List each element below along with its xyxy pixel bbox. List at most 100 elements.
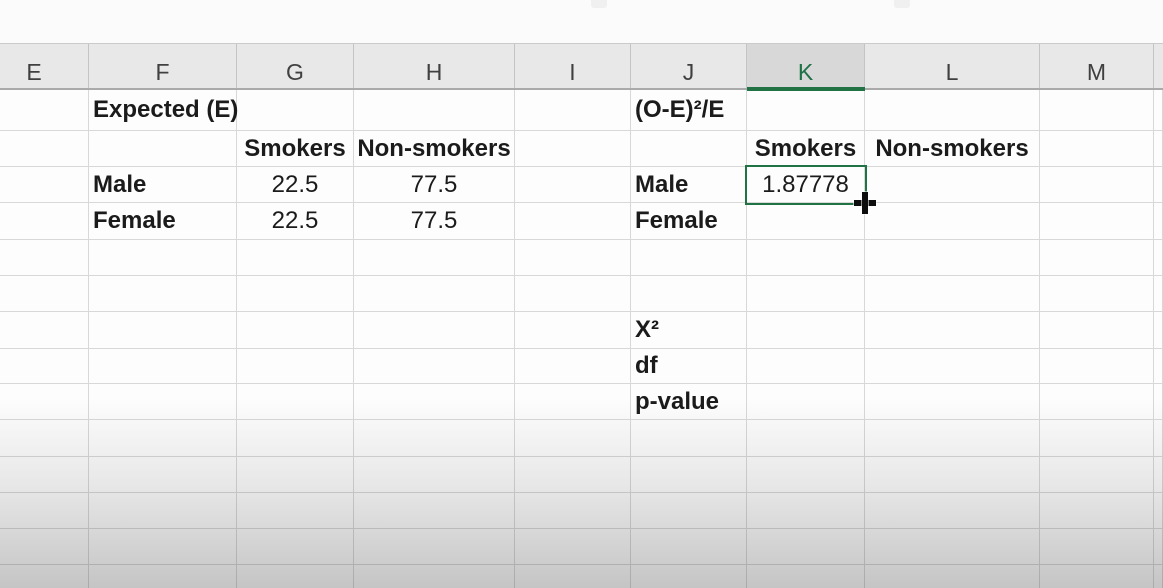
cell[interactable] (631, 529, 747, 565)
cell[interactable] (1154, 312, 1163, 349)
cell[interactable] (1154, 131, 1163, 167)
cell[interactable] (89, 384, 237, 420)
cell[interactable] (631, 276, 747, 312)
cell[interactable] (747, 240, 865, 276)
cell[interactable] (0, 240, 89, 276)
cell[interactable] (354, 90, 515, 131)
column-header-K[interactable]: K (747, 44, 865, 90)
cell[interactable] (1040, 420, 1154, 457)
cell[interactable] (237, 312, 354, 349)
cell[interactable] (747, 349, 865, 384)
cell[interactable] (515, 384, 631, 420)
cell[interactable] (1040, 90, 1154, 131)
cell-H-r2[interactable]: Non-smokers (354, 131, 515, 167)
cell[interactable] (515, 312, 631, 349)
cell[interactable] (237, 457, 354, 493)
cell[interactable] (747, 90, 865, 131)
column-header-E[interactable]: E (0, 44, 89, 90)
cell[interactable] (747, 384, 865, 420)
cell[interactable] (0, 529, 89, 565)
cell[interactable] (0, 565, 89, 588)
cell[interactable] (0, 349, 89, 384)
cell[interactable] (237, 493, 354, 529)
cell-G-r3[interactable]: 22.5 (237, 167, 354, 203)
cell[interactable] (354, 529, 515, 565)
column-header-J[interactable]: J (631, 44, 747, 90)
cell[interactable] (1154, 349, 1163, 384)
cell[interactable] (0, 457, 89, 493)
cell[interactable] (515, 203, 631, 240)
cell[interactable] (89, 240, 237, 276)
cell-F-r3[interactable]: Male (89, 167, 237, 203)
cell-H-r3[interactable]: 77.5 (354, 167, 515, 203)
cell[interactable] (1040, 276, 1154, 312)
cell[interactable] (1154, 565, 1163, 588)
cell[interactable] (1040, 131, 1154, 167)
cell[interactable] (631, 131, 747, 167)
cell[interactable] (515, 565, 631, 588)
column-header-M[interactable]: M (1040, 44, 1154, 90)
cell[interactable] (631, 565, 747, 588)
cell[interactable] (865, 529, 1040, 565)
cell[interactable] (747, 420, 865, 457)
cell[interactable] (865, 203, 1040, 240)
cell[interactable] (89, 131, 237, 167)
cell[interactable] (1040, 565, 1154, 588)
cell[interactable] (354, 420, 515, 457)
cell[interactable] (354, 457, 515, 493)
cell[interactable] (747, 203, 865, 240)
cell[interactable] (515, 167, 631, 203)
cell[interactable] (515, 420, 631, 457)
column-header-L[interactable]: L (865, 44, 1040, 90)
cell-J-r3[interactable]: Male (631, 167, 747, 203)
column-header-G[interactable]: G (237, 44, 354, 90)
cell[interactable] (89, 529, 237, 565)
cell-J-r8[interactable]: df (631, 349, 747, 384)
cell[interactable] (354, 493, 515, 529)
cell[interactable] (237, 240, 354, 276)
cell[interactable] (89, 565, 237, 588)
column-header-F[interactable]: F (89, 44, 237, 90)
cell-J-r7[interactable]: X² (631, 312, 747, 349)
cell[interactable] (237, 276, 354, 312)
cell[interactable] (1154, 167, 1163, 203)
cell[interactable] (1154, 240, 1163, 276)
cell[interactable] (237, 565, 354, 588)
cell[interactable] (865, 240, 1040, 276)
cell[interactable] (0, 167, 89, 203)
cell[interactable] (237, 349, 354, 384)
cell[interactable] (515, 276, 631, 312)
cell[interactable] (631, 457, 747, 493)
cell[interactable] (354, 565, 515, 588)
cell-F-r1[interactable]: Expected (E) (89, 90, 238, 131)
cell[interactable] (1154, 529, 1163, 565)
cell[interactable] (354, 276, 515, 312)
cell[interactable] (1040, 312, 1154, 349)
cell-J-r4[interactable]: Female (631, 203, 747, 240)
cell[interactable] (747, 276, 865, 312)
cell[interactable] (237, 384, 354, 420)
cell[interactable] (1154, 493, 1163, 529)
cell[interactable] (1154, 384, 1163, 420)
cell[interactable] (515, 349, 631, 384)
column-header-H[interactable]: H (354, 44, 515, 90)
cell[interactable] (89, 276, 237, 312)
cell[interactable] (354, 349, 515, 384)
cell[interactable] (0, 312, 89, 349)
cell[interactable] (515, 240, 631, 276)
cell[interactable] (515, 131, 631, 167)
cell[interactable] (0, 131, 89, 167)
cell[interactable] (865, 565, 1040, 588)
cell[interactable] (865, 90, 1040, 131)
cell-J-r9[interactable]: p-value (631, 384, 747, 420)
cell[interactable] (631, 240, 747, 276)
cell[interactable] (1154, 203, 1163, 240)
cell[interactable] (865, 420, 1040, 457)
cell[interactable] (354, 240, 515, 276)
cell[interactable] (354, 384, 515, 420)
cell[interactable] (1154, 420, 1163, 457)
cell[interactable] (865, 384, 1040, 420)
cell[interactable] (747, 565, 865, 588)
cell-H-r4[interactable]: 77.5 (354, 203, 515, 240)
cell-J-r1[interactable]: (O-E)²/E (631, 90, 747, 131)
